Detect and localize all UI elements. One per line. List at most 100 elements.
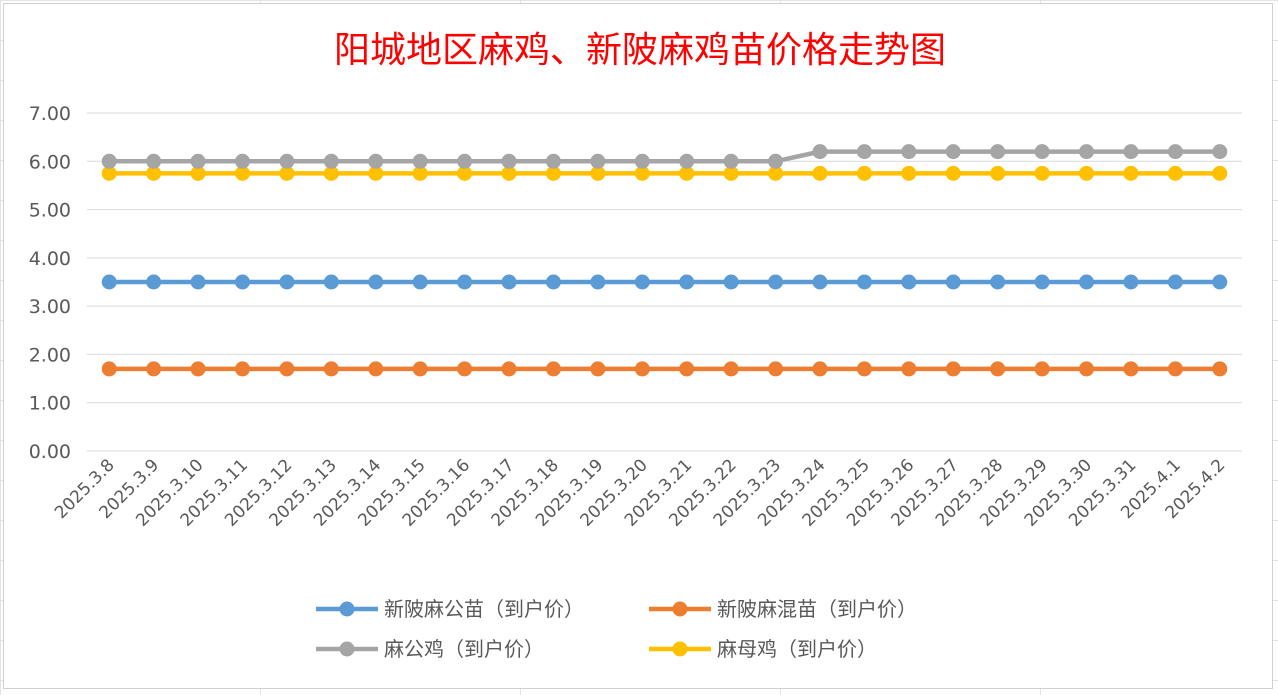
data-point[interactable] — [323, 153, 339, 169]
data-point[interactable] — [323, 274, 339, 290]
data-point[interactable] — [1079, 361, 1095, 377]
data-point[interactable] — [901, 165, 917, 181]
data-point[interactable] — [812, 274, 828, 290]
data-point[interactable] — [856, 361, 872, 377]
data-point[interactable] — [1212, 165, 1228, 181]
data-point[interactable] — [457, 361, 473, 377]
data-point[interactable] — [234, 361, 250, 377]
data-point[interactable] — [856, 144, 872, 160]
data-point[interactable] — [723, 153, 739, 169]
legend-entry[interactable]: 麻母鸡（到户价） — [649, 637, 877, 661]
data-point[interactable] — [190, 361, 206, 377]
data-point[interactable] — [279, 274, 295, 290]
data-point[interactable] — [279, 165, 295, 181]
data-point[interactable] — [945, 144, 961, 160]
data-point[interactable] — [1123, 274, 1139, 290]
data-point[interactable] — [1123, 361, 1139, 377]
data-point[interactable] — [768, 165, 784, 181]
data-point[interactable] — [679, 274, 695, 290]
data-point[interactable] — [101, 274, 117, 290]
data-point[interactable] — [545, 361, 561, 377]
data-point[interactable] — [1123, 144, 1139, 160]
data-point[interactable] — [279, 153, 295, 169]
data-point[interactable] — [679, 361, 695, 377]
data-point[interactable] — [368, 361, 384, 377]
data-point[interactable] — [1212, 361, 1228, 377]
data-point[interactable] — [368, 274, 384, 290]
data-point[interactable] — [146, 361, 162, 377]
legend-entry[interactable]: 新陂麻混苗（到户价） — [649, 597, 917, 621]
data-point[interactable] — [679, 153, 695, 169]
data-point[interactable] — [590, 274, 606, 290]
data-point[interactable] — [945, 274, 961, 290]
data-point[interactable] — [990, 144, 1006, 160]
data-point[interactable] — [1034, 274, 1050, 290]
data-point[interactable] — [190, 165, 206, 181]
data-point[interactable] — [545, 165, 561, 181]
data-point[interactable] — [412, 153, 428, 169]
data-point[interactable] — [457, 165, 473, 181]
data-point[interactable] — [457, 274, 473, 290]
data-point[interactable] — [590, 165, 606, 181]
data-point[interactable] — [323, 165, 339, 181]
data-point[interactable] — [634, 153, 650, 169]
data-point[interactable] — [634, 274, 650, 290]
data-point[interactable] — [856, 274, 872, 290]
data-point[interactable] — [412, 165, 428, 181]
data-point[interactable] — [679, 165, 695, 181]
data-point[interactable] — [856, 165, 872, 181]
data-point[interactable] — [945, 165, 961, 181]
data-point[interactable] — [1167, 361, 1183, 377]
data-point[interactable] — [901, 361, 917, 377]
data-point[interactable] — [1123, 165, 1139, 181]
data-point[interactable] — [768, 274, 784, 290]
data-point[interactable] — [190, 274, 206, 290]
data-point[interactable] — [1212, 274, 1228, 290]
data-point[interactable] — [812, 144, 828, 160]
data-point[interactable] — [901, 274, 917, 290]
data-point[interactable] — [1167, 144, 1183, 160]
data-point[interactable] — [1034, 144, 1050, 160]
data-point[interactable] — [501, 165, 517, 181]
data-point[interactable] — [768, 153, 784, 169]
data-point[interactable] — [234, 153, 250, 169]
data-point[interactable] — [634, 165, 650, 181]
data-point[interactable] — [501, 361, 517, 377]
data-point[interactable] — [723, 165, 739, 181]
data-point[interactable] — [323, 361, 339, 377]
data-point[interactable] — [501, 274, 517, 290]
data-point[interactable] — [901, 144, 917, 160]
data-point[interactable] — [545, 153, 561, 169]
data-point[interactable] — [768, 361, 784, 377]
data-point[interactable] — [1212, 144, 1228, 160]
data-point[interactable] — [1034, 165, 1050, 181]
data-point[interactable] — [634, 361, 650, 377]
data-point[interactable] — [412, 274, 428, 290]
data-point[interactable] — [590, 153, 606, 169]
data-point[interactable] — [501, 153, 517, 169]
data-point[interactable] — [990, 361, 1006, 377]
data-point[interactable] — [1079, 144, 1095, 160]
data-point[interactable] — [1167, 165, 1183, 181]
data-point[interactable] — [1034, 361, 1050, 377]
data-point[interactable] — [412, 361, 428, 377]
data-point[interactable] — [812, 361, 828, 377]
data-point[interactable] — [146, 165, 162, 181]
data-point[interactable] — [723, 274, 739, 290]
data-point[interactable] — [945, 361, 961, 377]
data-point[interactable] — [1167, 274, 1183, 290]
data-point[interactable] — [368, 165, 384, 181]
data-point[interactable] — [279, 361, 295, 377]
data-point[interactable] — [101, 165, 117, 181]
data-point[interactable] — [990, 165, 1006, 181]
data-point[interactable] — [545, 274, 561, 290]
data-point[interactable] — [146, 153, 162, 169]
data-point[interactable] — [234, 165, 250, 181]
data-point[interactable] — [234, 274, 250, 290]
data-point[interactable] — [101, 361, 117, 377]
legend-entry[interactable]: 麻公鸡（到户价） — [316, 637, 544, 661]
data-point[interactable] — [1079, 165, 1095, 181]
data-point[interactable] — [812, 165, 828, 181]
data-point[interactable] — [146, 274, 162, 290]
data-point[interactable] — [457, 153, 473, 169]
